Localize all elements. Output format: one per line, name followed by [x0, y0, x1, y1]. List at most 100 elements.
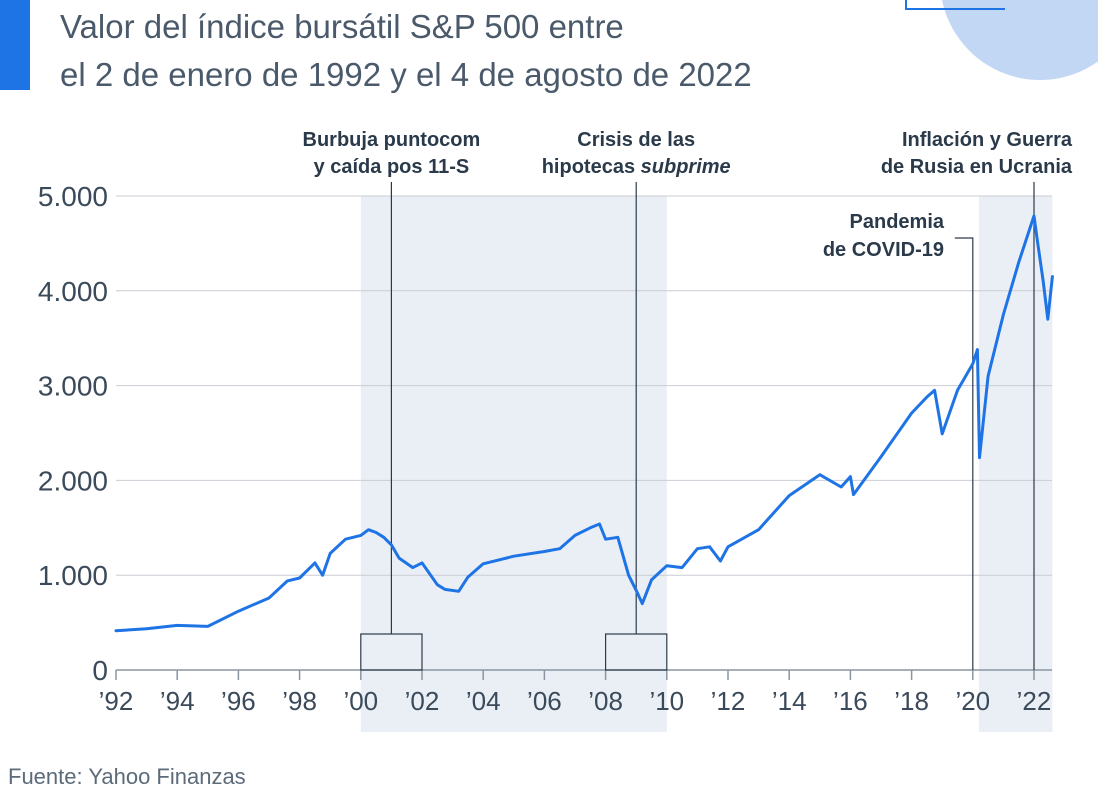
- data-point: [819, 473, 821, 476]
- x-tick-label: ’22: [1017, 686, 1052, 716]
- data-point: [467, 576, 469, 578]
- x-tick-label: ’04: [466, 686, 501, 716]
- annotation-dotcom-line1: Burbuja puntocom: [303, 129, 481, 151]
- y-tick-label: 2.000: [38, 465, 108, 496]
- shaded-period-0: [360, 196, 667, 732]
- x-tick-label: ’02: [405, 686, 440, 716]
- data-point: [757, 528, 760, 531]
- data-point: [1033, 215, 1035, 217]
- y-axis-ticks: 0 1.000 2.000 3.000 4.000 5.000: [38, 181, 108, 686]
- y-tick-label: 3.000: [38, 371, 108, 402]
- data-point: [976, 348, 979, 351]
- data-point: [589, 527, 592, 529]
- x-tick-label: ’20: [955, 686, 990, 716]
- annotation-line-covid: [954, 237, 974, 670]
- data-point: [627, 574, 630, 576]
- data-point: [360, 534, 362, 537]
- shaded-periods: [360, 196, 1053, 732]
- data-point: [849, 475, 852, 478]
- annotation-covid-line1: Pandemia: [850, 211, 945, 233]
- x-tick-label: ’10: [649, 686, 684, 716]
- x-tick-label: ’16: [833, 686, 868, 716]
- source-note: Fuente: Yahoo Finanzas: [8, 764, 246, 789]
- y-tick-label: 4.000: [38, 276, 108, 307]
- x-tick-label: ’12: [711, 686, 746, 716]
- data-point: [719, 560, 722, 562]
- series-line-sp500: [114, 214, 1054, 633]
- data-point: [696, 547, 699, 550]
- x-axis-ticks: ’92 ’94 ’96 ’98 ’00 ’02 ’04 ’06 ’08 ’10 ’12 ’14 ’16 ’…: [99, 670, 1052, 716]
- x-tick-label: ’92: [99, 686, 134, 716]
- data-point: [115, 629, 117, 632]
- data-point: [1042, 280, 1044, 283]
- annotation-covid-line2: de COVID-19: [823, 239, 944, 261]
- data-point: [1002, 313, 1005, 316]
- data-point: [1046, 318, 1049, 321]
- annotation-ukraine-line2: de Rusia en Ucrania: [881, 156, 1073, 178]
- data-point: [840, 486, 843, 488]
- data-point: [941, 433, 943, 435]
- data-point: [852, 493, 855, 496]
- data-point: [444, 588, 446, 591]
- data-point: [321, 574, 324, 576]
- data-point: [176, 624, 178, 627]
- data-point: [910, 412, 913, 414]
- data-point: [344, 538, 347, 540]
- data-point: [727, 545, 729, 548]
- data-point: [956, 389, 959, 392]
- shaded-period-1: [978, 196, 1053, 732]
- data-point: [382, 536, 385, 539]
- y-tick-label: 1.000: [38, 560, 108, 591]
- data-point: [880, 455, 882, 458]
- data-point: [666, 564, 668, 567]
- x-tick-label: ’08: [588, 686, 623, 716]
- data-point: [286, 580, 289, 582]
- data-point: [650, 579, 653, 581]
- data-point: [207, 625, 209, 628]
- data-point: [598, 523, 601, 525]
- annotation-subprime-line2: hipotecas subprime: [542, 156, 731, 178]
- data-point: [978, 456, 981, 459]
- data-point: [457, 590, 460, 593]
- x-tick-label: ’98: [282, 686, 317, 716]
- title-accent-bar: [0, 0, 30, 90]
- chart-title-line-1: Valor del índice bursátil S&P 500 entre: [60, 8, 624, 45]
- x-tick-label: ’00: [343, 686, 378, 716]
- annotation-dotcom-line2: y caída pos 11-S: [314, 156, 470, 178]
- annotations: Burbuja puntocom y caída pos 11-S Crisis d…: [303, 129, 1073, 671]
- y-tick-label: 5.000: [38, 181, 108, 212]
- y-tick-label: 0: [92, 655, 108, 686]
- data-point: [972, 362, 974, 365]
- data-point: [1036, 237, 1038, 240]
- data-point: [375, 531, 377, 534]
- data-point: [436, 583, 439, 586]
- data-point: [398, 557, 400, 559]
- data-point: [314, 562, 316, 564]
- data-point: [933, 389, 936, 392]
- data-point: [604, 538, 607, 540]
- data-point: [1051, 275, 1054, 278]
- data-point: [681, 566, 683, 569]
- data-point: [412, 566, 414, 569]
- data-point: [574, 534, 576, 537]
- x-tick-label: ’14: [772, 686, 807, 716]
- data-point: [558, 547, 561, 550]
- x-tick-label: ’06: [527, 686, 562, 716]
- data-point: [329, 552, 332, 555]
- data-point: [543, 550, 546, 553]
- annotation-ukraine-line1: Inflación y Guerra: [902, 129, 1073, 151]
- data-point: [421, 562, 423, 564]
- data-point: [635, 589, 637, 592]
- data-point: [268, 597, 270, 599]
- data-point: [237, 610, 240, 613]
- data-point: [708, 545, 711, 548]
- data-point: [513, 555, 515, 558]
- data-point: [298, 577, 301, 579]
- data-point: [367, 528, 370, 531]
- data-point: [788, 494, 790, 497]
- data-point: [145, 627, 148, 630]
- x-tick-label: ’94: [160, 686, 195, 716]
- data-point: [641, 602, 644, 605]
- chart-title-line-2: el 2 de enero de 1992 y el 4 de agosto d…: [60, 56, 752, 93]
